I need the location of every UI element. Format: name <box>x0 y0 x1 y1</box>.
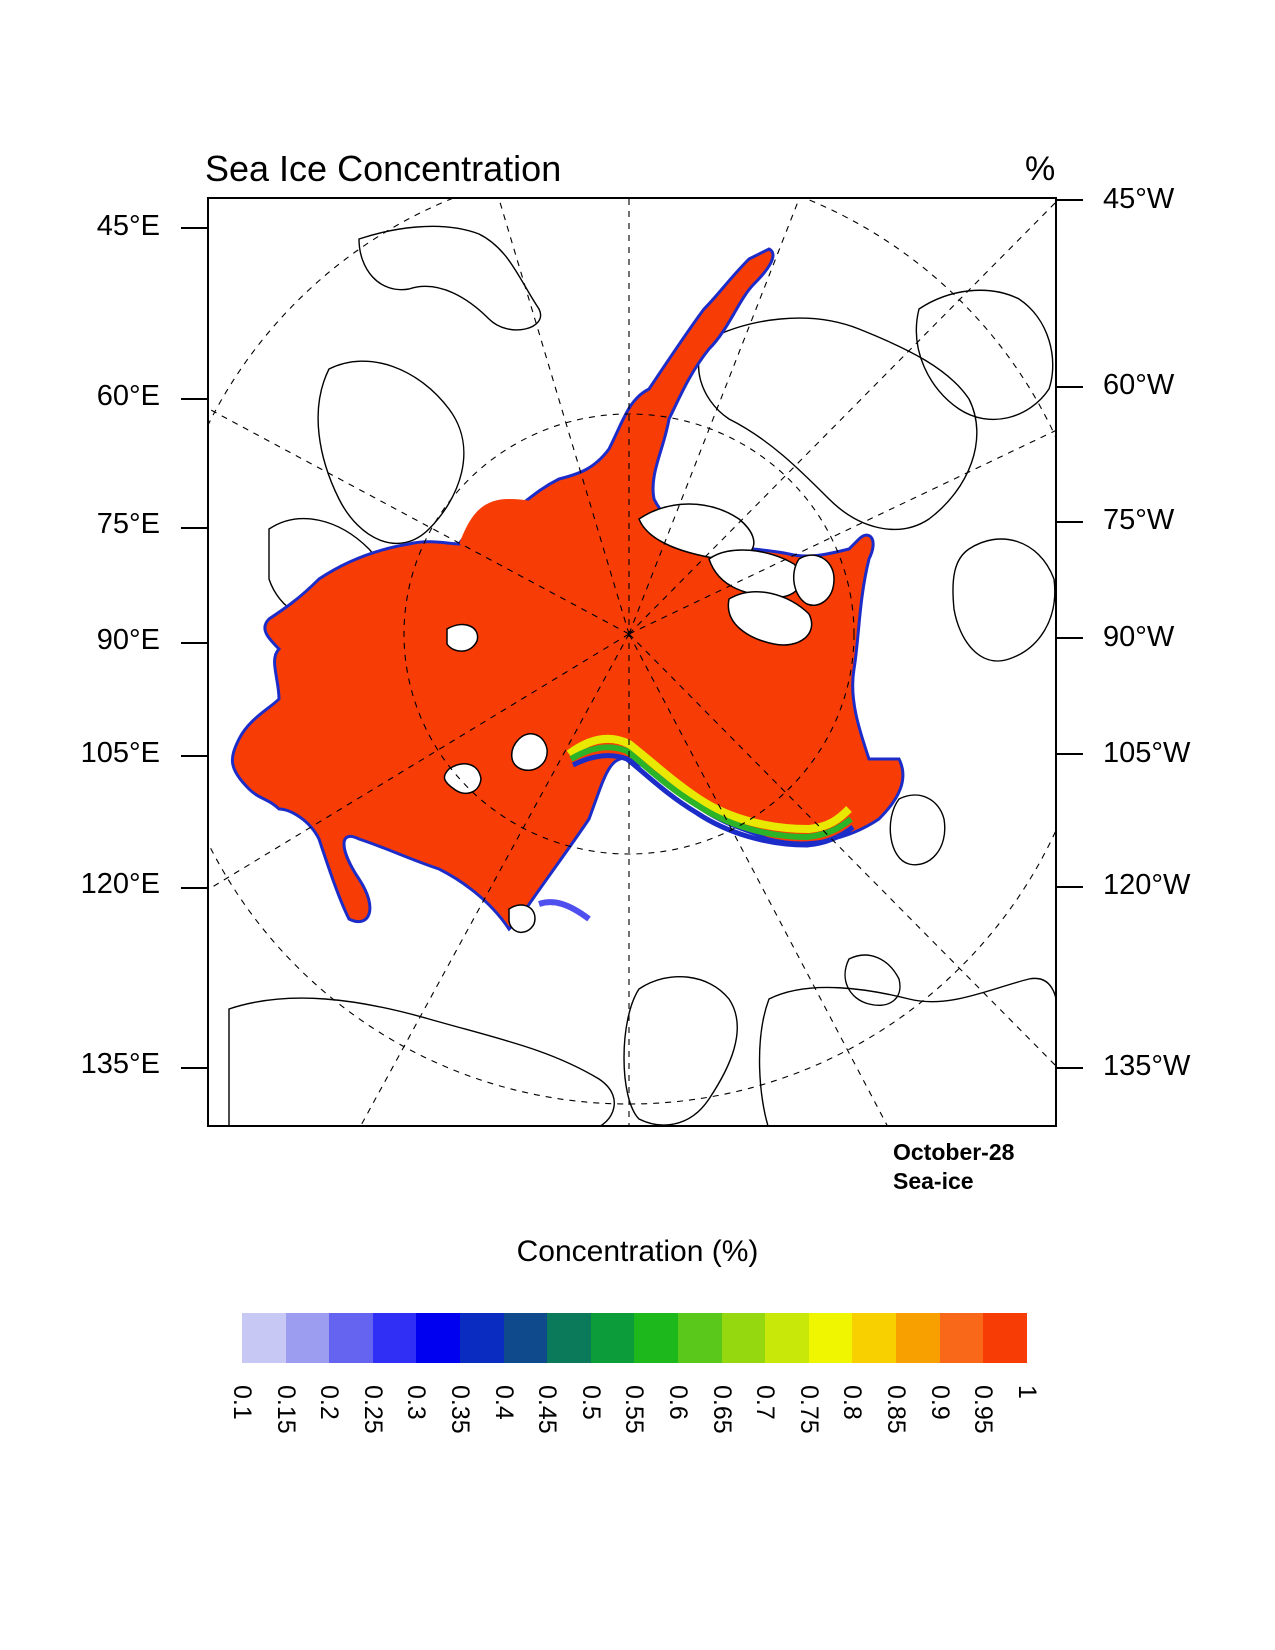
lon-label-right-105w: 105°W <box>1103 737 1191 769</box>
colorbar-swatch <box>242 1313 286 1363</box>
date-annotation: October-28 Sea-ice <box>893 1138 1014 1196</box>
colorbar-tick-label: 0.75 <box>794 1385 823 1434</box>
colorbar-tick-label: 0.85 <box>882 1385 910 1434</box>
tick-left-60e <box>181 398 207 400</box>
colorbar-tick-label: 0.55 <box>620 1385 649 1434</box>
colorbar-tick-label: 0.3 <box>402 1385 431 1420</box>
colorbar-swatch <box>285 1313 330 1363</box>
colorbar-swatch <box>372 1313 417 1363</box>
colorbar-swatch <box>677 1313 722 1363</box>
colorbar-swatch <box>503 1313 548 1363</box>
tick-right-90w <box>1057 637 1083 639</box>
variable-label: Sea-ice <box>893 1168 974 1194</box>
lon-label-right-90w: 90°W <box>1103 621 1175 653</box>
tick-left-105e <box>181 755 207 757</box>
colorbar-tick-label: 0.6 <box>664 1385 692 1420</box>
colorbar-tick-label: 1 <box>1012 1385 1041 1399</box>
tick-right-135w <box>1057 1067 1083 1069</box>
colorbar-tick-label: 0.5 <box>576 1385 605 1420</box>
colorbar-swatch <box>983 1313 1027 1363</box>
colorbar-swatch <box>590 1313 635 1363</box>
tick-right-75w <box>1057 521 1083 523</box>
lon-label-left-105e: 105°E <box>80 737 160 769</box>
colorbar-tick-label: 0.25 <box>358 1385 387 1434</box>
tick-left-90e <box>181 642 207 644</box>
lon-label-left-120e: 120°E <box>80 868 160 900</box>
plot-title: Sea Ice Concentration <box>205 148 562 189</box>
lon-label-left-75e: 75°E <box>96 508 160 540</box>
lon-label-right-60w: 60°W <box>1103 369 1175 401</box>
date-label: October-28 <box>893 1139 1015 1165</box>
colorbar-tick-label: 0.4 <box>489 1385 518 1420</box>
lon-label-right-135w: 135°W <box>1103 1050 1191 1082</box>
graticule <box>209 199 1055 1125</box>
lon-label-left-45e: 45°E <box>96 210 160 242</box>
colorbar-swatch <box>808 1313 853 1363</box>
tick-left-45e <box>181 227 207 229</box>
tick-right-60w <box>1057 386 1083 388</box>
colorbar-swatch <box>895 1313 940 1363</box>
land-islands <box>443 503 835 933</box>
colorbar-tick-label: 0.2 <box>315 1385 344 1420</box>
lon-label-right-45w: 45°W <box>1103 183 1175 215</box>
colorbar-tick-label: 0.45 <box>533 1385 562 1434</box>
lon-label-right-120w: 120°W <box>1103 869 1191 901</box>
lon-label-left-135e: 135°E <box>80 1048 160 1080</box>
colorbar <box>242 1313 1027 1363</box>
tick-right-105w <box>1057 753 1083 755</box>
tick-right-120w <box>1057 886 1083 888</box>
colorbar-swatch <box>547 1313 591 1363</box>
colorbar-swatch <box>634 1313 678 1363</box>
lon-label-left-60e: 60°E <box>96 380 160 412</box>
colorbar-tick-label: 0.7 <box>751 1385 780 1420</box>
tick-left-135e <box>181 1067 207 1069</box>
colorbar-swatch <box>329 1313 373 1363</box>
colorbar-title: Concentration (%) <box>516 1235 759 1268</box>
colorbar-labels: 0.1 0.15 0.2 0.25 0.3 0.35 0.4 0.45 0.5 0.55 0.6 0.… <box>228 1385 1041 1505</box>
colorbar-tick-label: 0.9 <box>925 1385 954 1420</box>
colorbar-tick-label: 0.15 <box>271 1385 300 1434</box>
colorbar-swatch <box>721 1313 766 1363</box>
colorbar-swatch <box>459 1313 504 1363</box>
tick-right-45w <box>1057 199 1083 201</box>
map-canvas <box>209 199 1055 1125</box>
tick-left-120e <box>181 887 207 889</box>
colorbar-swatch <box>416 1313 460 1363</box>
colorbar-swatch <box>939 1313 984 1363</box>
colorbar-tick-label: 0.65 <box>707 1385 736 1434</box>
lon-label-right-75w: 75°W <box>1103 504 1175 536</box>
sea-ice-field <box>230 247 905 932</box>
colorbar-tick-label: 0.1 <box>228 1385 256 1420</box>
tick-left-75e <box>181 527 207 529</box>
polar-map <box>207 197 1057 1127</box>
colorbar-tick-label: 0.95 <box>969 1385 998 1434</box>
lon-label-left-90e: 90°E <box>96 624 160 656</box>
units-label: % <box>1025 150 1056 188</box>
colorbar-swatch <box>852 1313 896 1363</box>
colorbar-tick-label: 0.8 <box>838 1385 867 1420</box>
colorbar-tick-label: 0.35 <box>446 1385 474 1434</box>
colorbar-swatch <box>765 1313 809 1363</box>
